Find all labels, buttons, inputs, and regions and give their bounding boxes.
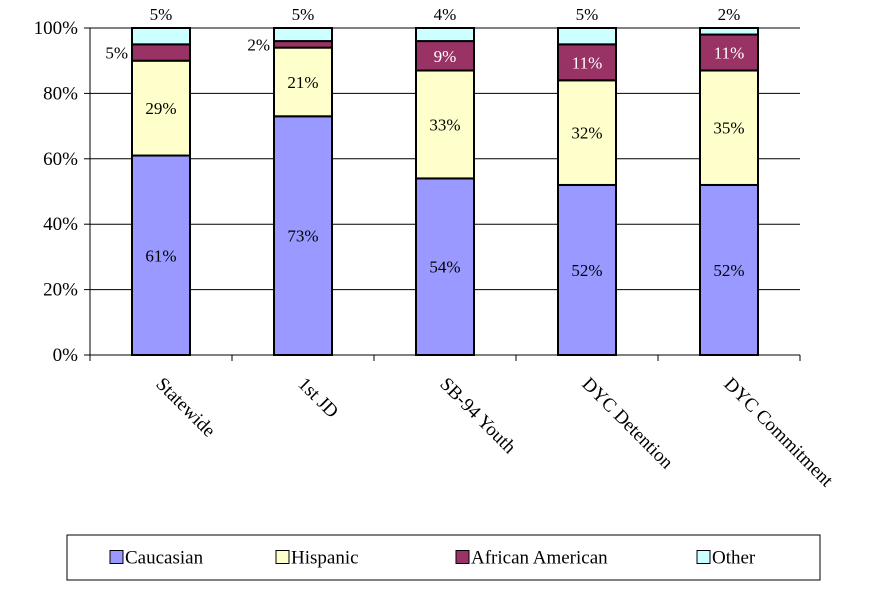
bars	[131, 27, 759, 357]
bar-caucasian-statewide	[131, 154, 191, 356]
bar-other-statewide	[131, 27, 191, 46]
bar-caucasian-1st-jd	[273, 115, 333, 357]
data-label-caucasian-dyc-detention: 52%	[571, 261, 602, 280]
bar-african-american-sb-94-youth	[415, 40, 475, 72]
legend-label-other: Other	[712, 548, 756, 569]
legend-label-hispanic: Hispanic	[291, 548, 359, 569]
y-tick-label: 100%	[34, 18, 79, 39]
data-label-caucasian-statewide: 61%	[145, 246, 176, 265]
bar-caucasian-sb-94-youth	[415, 177, 475, 356]
bar-african-american-statewide	[131, 43, 191, 62]
legend-label-caucasian: Caucasian	[125, 548, 204, 569]
legend-box	[66, 534, 821, 581]
data-label-other-sb-94-youth: 4%	[434, 5, 457, 24]
bar-other-dyc-detention	[557, 27, 617, 46]
legend-swatch-other	[696, 550, 711, 564]
data-label-african-american-dyc-detention: 11%	[572, 53, 603, 72]
category-label-dyc-detention: DYC Detention	[577, 374, 677, 474]
data-label-other-statewide: 5%	[150, 5, 173, 24]
bar-african-american-dyc-detention	[557, 43, 617, 82]
data-label-african-american-dyc-commitment: 11%	[714, 44, 745, 63]
bar-caucasian-dyc-detention	[557, 183, 617, 356]
legend-swatch-hispanic	[275, 550, 290, 564]
legend: Caucasian Hispanic African American Other	[66, 534, 821, 581]
data-label-hispanic-statewide: 29%	[145, 99, 176, 118]
bar-other-sb-94-youth	[415, 27, 475, 43]
bar-hispanic-1st-jd	[273, 46, 333, 118]
legend-swatch-african-american	[455, 550, 470, 564]
y-tick-label: 40%	[43, 214, 78, 235]
data-label-african-american-statewide: 5%	[105, 44, 128, 63]
legend-label-african-american: African American	[471, 548, 608, 569]
bar-caucasian-dyc-commitment	[699, 183, 759, 356]
data-label-other-dyc-detention: 5%	[576, 5, 599, 24]
data-label-african-american-sb-94-youth: 9%	[434, 47, 457, 66]
data-label-caucasian-1st-jd: 73%	[287, 227, 318, 246]
data-label-other-dyc-commitment: 2%	[718, 5, 741, 24]
data-label-hispanic-dyc-detention: 32%	[571, 124, 602, 143]
data-label-hispanic-dyc-commitment: 35%	[713, 119, 744, 138]
bar-other-dyc-commitment	[699, 27, 759, 36]
y-tick-label: 0%	[53, 345, 79, 366]
data-label-other-1st-jd: 5%	[292, 5, 315, 24]
y-tick-label: 60%	[43, 149, 78, 170]
category-label-1st-jd: 1st JD	[293, 374, 342, 423]
bar-other-1st-jd	[273, 27, 333, 43]
y-tick-label: 80%	[43, 83, 78, 104]
y-tick-label: 20%	[43, 280, 78, 301]
category-label-dyc-commitment: DYC Commitment	[719, 374, 837, 492]
legend-swatch-caucasian	[109, 550, 124, 564]
bar-hispanic-dyc-commitment	[699, 69, 759, 186]
data-label-hispanic-1st-jd: 21%	[287, 73, 318, 92]
data-label-caucasian-sb-94-youth: 54%	[429, 258, 460, 277]
data-label-caucasian-dyc-commitment: 52%	[713, 261, 744, 280]
category-label-statewide: Statewide	[151, 374, 219, 442]
data-label-hispanic-sb-94-youth: 33%	[429, 115, 460, 134]
data-label-african-american-1st-jd: 2%	[247, 35, 270, 54]
data-labels: 61% 29% 5% 5% 73% 21% 2% 5% 54% 33% 9% 4% 52% 32% 11% 5…	[105, 5, 744, 280]
category-label-sb-94-youth: SB-94 Youth	[435, 374, 520, 459]
